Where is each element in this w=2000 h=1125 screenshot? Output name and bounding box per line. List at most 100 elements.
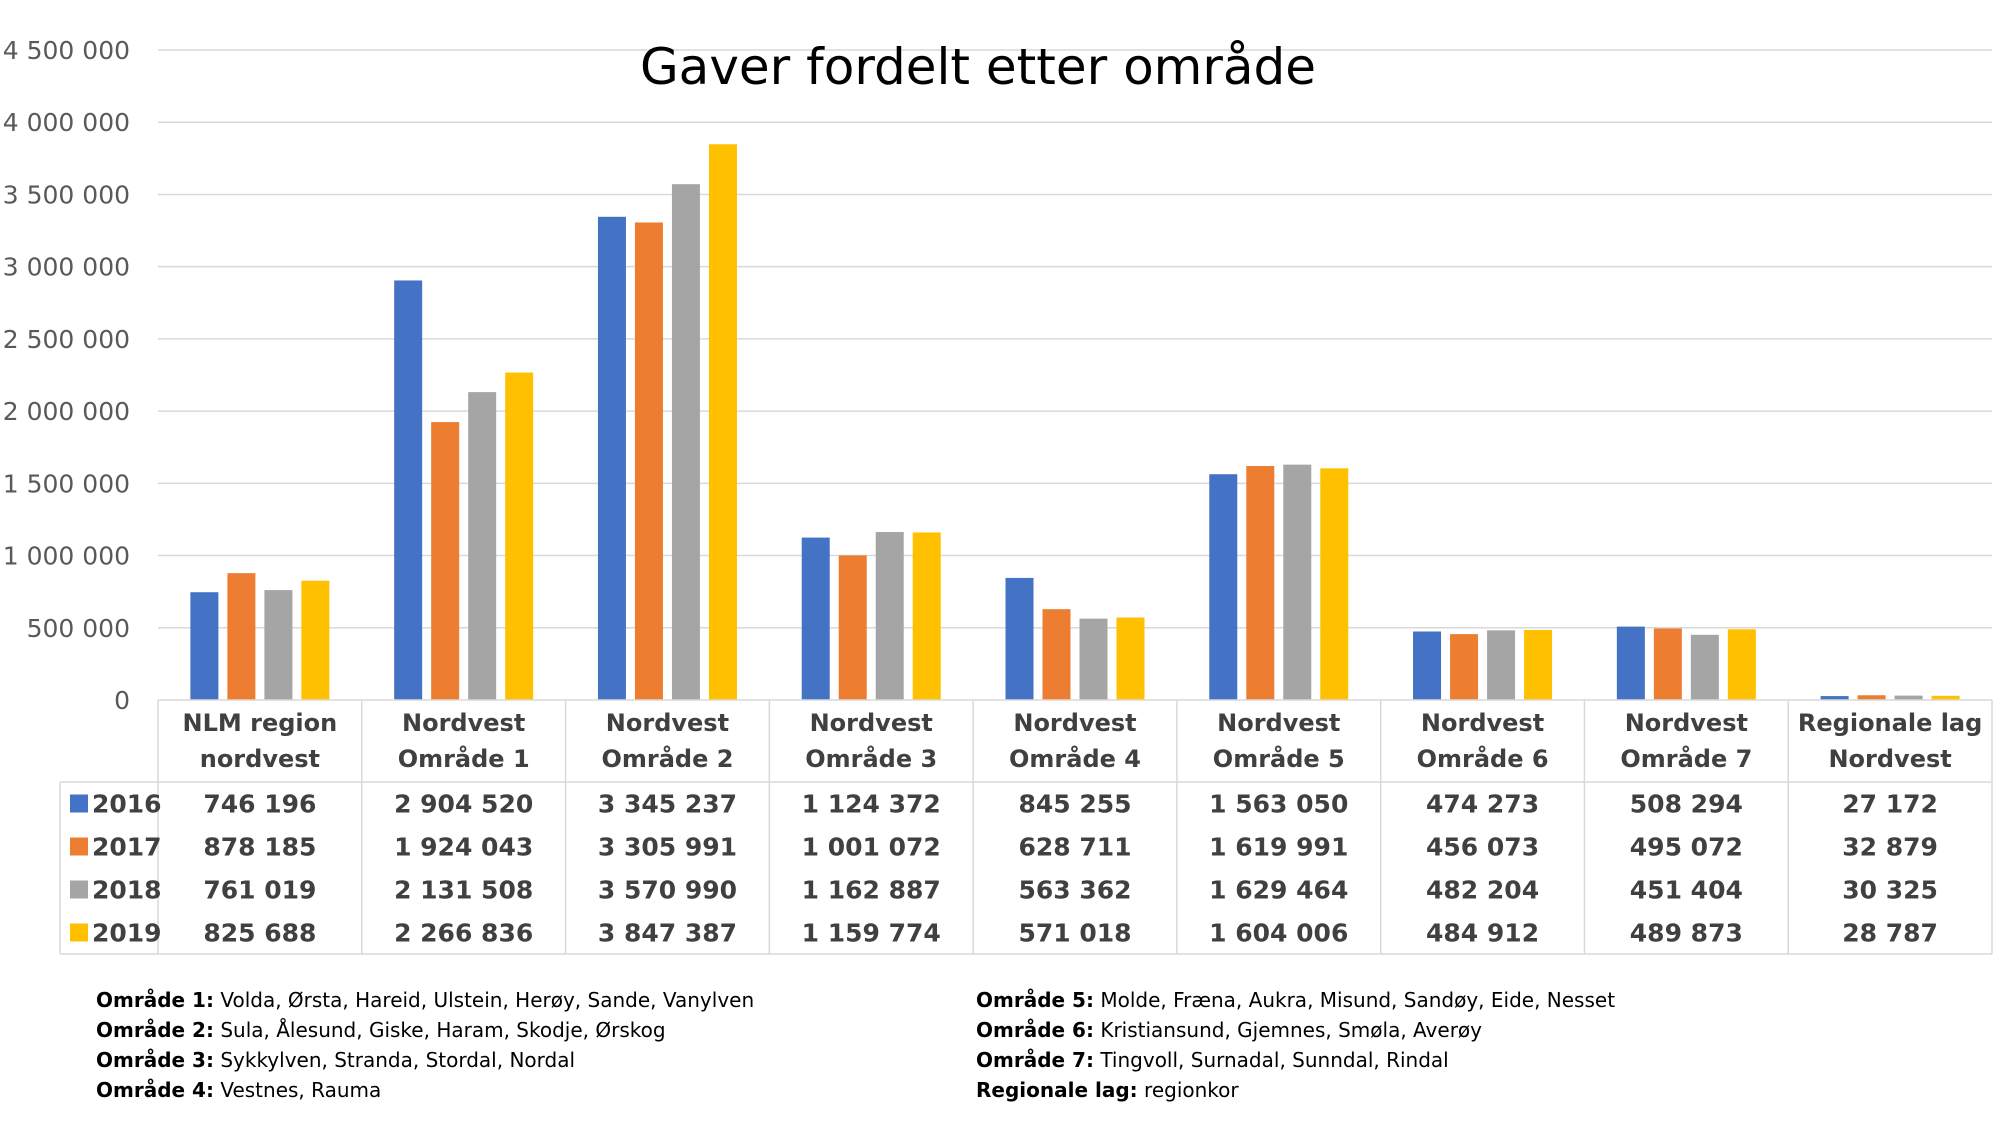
data-label: 845 255 — [1018, 790, 1131, 819]
bar-2018-8 — [1690, 634, 1719, 700]
data-label: 3 345 237 — [598, 790, 737, 819]
bar-2018-1 — [264, 590, 293, 700]
category-label: Område 2 — [601, 744, 733, 773]
data-label: 571 018 — [1018, 919, 1131, 948]
data-label: 1 924 043 — [394, 833, 533, 862]
category-label: Nordvest — [1828, 745, 1951, 773]
data-label: 451 404 — [1630, 876, 1743, 905]
bar-2017-1 — [227, 573, 256, 700]
legend-label-2016: 2016 — [92, 790, 162, 819]
legend-label-2019: 2019 — [92, 919, 162, 948]
data-label: 30 325 — [1842, 876, 1938, 905]
bar-2017-3 — [634, 222, 663, 701]
bar-2019-1 — [301, 580, 330, 700]
note-omrade-2: Område 2: Sula, Ålesund, Giske, Haram, S… — [96, 1018, 666, 1042]
bar-2016-6 — [1209, 474, 1238, 700]
y-tick-label: 0 — [114, 686, 130, 715]
category-label: Nordvest — [1013, 709, 1136, 737]
bar-2016-5 — [1005, 577, 1034, 700]
data-label: 628 711 — [1018, 833, 1131, 862]
notes-right-column: Område 5: Molde, Fræna, Aukra, Misund, S… — [976, 985, 1615, 1105]
category-label: Område 4 — [1009, 744, 1141, 773]
data-label: 2 131 508 — [394, 876, 533, 905]
notes-left-column: Område 1: Volda, Ørsta, Hareid, Ulstein,… — [96, 985, 754, 1105]
note-omrade-6: Område 6: Kristiansund, Gjemnes, Smøla, … — [976, 1018, 1482, 1042]
data-label: 2 904 520 — [394, 790, 533, 819]
bar-2018-2 — [468, 392, 497, 700]
data-label: 3 847 387 — [598, 919, 737, 948]
bar-2016-1 — [190, 592, 219, 700]
bar-2016-2 — [394, 280, 423, 700]
bar-2019-7 — [1524, 629, 1553, 700]
legend-swatch-2017 — [70, 837, 88, 856]
bar-2016-9 — [1820, 696, 1849, 700]
bar-2016-7 — [1413, 631, 1442, 700]
data-label: 1 563 050 — [1209, 790, 1348, 819]
bar-2019-4 — [912, 532, 941, 700]
bar-2017-6 — [1246, 466, 1275, 700]
data-label: 28 787 — [1842, 919, 1938, 948]
y-tick-label: 3 500 000 — [3, 180, 130, 209]
data-label: 1 629 464 — [1209, 876, 1348, 905]
legend-label-2018: 2018 — [92, 876, 162, 905]
bar-2016-4 — [801, 537, 830, 700]
bar-2018-5 — [1079, 618, 1108, 700]
bar-2019-3 — [708, 144, 737, 700]
bar-2019-5 — [1116, 617, 1145, 700]
data-label: 32 879 — [1842, 833, 1938, 862]
category-label: Område 5 — [1213, 744, 1345, 773]
bar-2017-7 — [1450, 634, 1479, 700]
y-tick-label: 3 000 000 — [3, 253, 130, 282]
data-label: 489 873 — [1630, 919, 1743, 948]
data-label: 746 196 — [203, 790, 316, 819]
area-notes: Område 1: Volda, Ørsta, Hareid, Ulstein,… — [96, 985, 1996, 1105]
note-omrade-1: Område 1: Volda, Ørsta, Hareid, Ulstein,… — [96, 988, 755, 1012]
data-label: 508 294 — [1630, 790, 1743, 819]
data-label: 1 159 774 — [802, 919, 941, 948]
data-label: 482 204 — [1426, 876, 1539, 905]
data-label: 27 172 — [1842, 790, 1938, 819]
data-label: 878 185 — [203, 833, 316, 862]
bar-2018-7 — [1487, 630, 1516, 700]
data-label: 456 073 — [1426, 833, 1539, 862]
data-label: 3 570 990 — [598, 876, 737, 905]
data-label: 474 273 — [1426, 790, 1539, 819]
y-tick-label: 4 000 000 — [3, 108, 130, 137]
note-omrade-3: Område 3: Sykkylven, Stranda, Stordal, N… — [96, 1048, 576, 1072]
legend-swatch-2019 — [70, 923, 88, 942]
data-label: 2 266 836 — [394, 919, 533, 948]
y-tick-label: 1 500 000 — [3, 469, 130, 498]
category-label: Område 1 — [398, 744, 530, 773]
bar-2019-8 — [1727, 629, 1756, 700]
data-label: 1 001 072 — [802, 833, 941, 862]
bar-2017-8 — [1653, 628, 1682, 700]
category-label: Nordvest — [402, 709, 525, 737]
data-label: 761 019 — [203, 876, 316, 905]
data-label: 1 619 991 — [1209, 833, 1348, 862]
bar-2019-6 — [1320, 468, 1349, 700]
note-omrade-5: Område 5: Molde, Fræna, Aukra, Misund, S… — [976, 988, 1616, 1012]
note-regionale-lag: Regionale lag: regionkor — [976, 1078, 1239, 1102]
y-tick-label: 4 500 000 — [3, 36, 130, 65]
legend-label-2017: 2017 — [92, 833, 162, 862]
data-label: 825 688 — [203, 919, 316, 948]
data-label: 1 124 372 — [802, 790, 941, 819]
category-label: Område 6 — [1417, 744, 1549, 773]
legend-swatch-2018 — [70, 880, 88, 899]
data-label: 563 362 — [1018, 876, 1131, 905]
note-omrade-4: Område 4: Vestnes, Rauma — [96, 1078, 382, 1102]
y-tick-label: 500 000 — [27, 614, 130, 643]
bar-2017-2 — [431, 422, 460, 700]
bar-2018-3 — [671, 184, 700, 701]
chart: 0 500 000 1 000 000 1 500 000 2 000 000 2 500… — [3, 36, 1993, 955]
y-tick-label: 1 000 000 — [3, 542, 130, 571]
category-label: Nordvest — [810, 709, 933, 737]
bar-2019-2 — [505, 372, 534, 700]
bar-2019-9 — [1931, 695, 1960, 700]
category-label: Regionale lag — [1798, 709, 1982, 737]
bar-2016-8 — [1616, 626, 1645, 700]
category-label: NLM region — [183, 709, 338, 737]
y-tick-label: 2 000 000 — [3, 397, 130, 426]
bar-2017-5 — [1042, 609, 1071, 700]
bar-2018-4 — [875, 532, 904, 700]
